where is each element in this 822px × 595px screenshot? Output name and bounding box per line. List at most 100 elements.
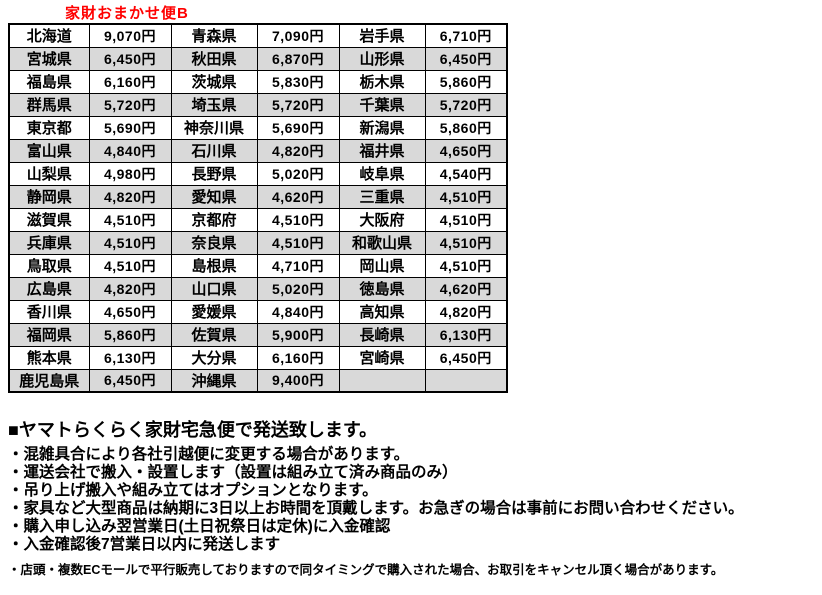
prefecture-cell: 島根県 [170, 253, 258, 278]
prefecture-cell [338, 368, 426, 393]
price-cell: 5,720円 [256, 92, 340, 117]
price-cell: 4,840円 [256, 299, 340, 324]
price-cell: 4,620円 [424, 276, 508, 301]
table-row: 北海道 9,070円 青森県 7,090円 岩手県 6,710円 [8, 23, 508, 48]
table-row: 福岡県 5,860円 佐賀県 5,900円 長崎県 6,130円 [8, 322, 508, 347]
price-cell: 4,510円 [424, 184, 508, 209]
prefecture-cell: 北海道 [8, 23, 90, 48]
prefecture-cell: 滋賀県 [8, 207, 90, 232]
prefecture-cell: 兵庫県 [8, 230, 90, 255]
price-cell: 4,980円 [88, 161, 172, 186]
prefecture-cell: 富山県 [8, 138, 90, 163]
prefecture-cell: 香川県 [8, 299, 90, 324]
price-cell: 4,820円 [256, 138, 340, 163]
prefecture-cell: 栃木県 [338, 69, 426, 94]
price-cell: 6,130円 [424, 322, 508, 347]
price-cell: 7,090円 [256, 23, 340, 48]
price-cell: 6,870円 [256, 46, 340, 71]
prefecture-cell: 大阪府 [338, 207, 426, 232]
shipping-method-heading: ■ヤマトらくらく家財宅急便で発送致します。 [8, 420, 378, 440]
prefecture-cell: 岡山県 [338, 253, 426, 278]
price-cell: 6,450円 [424, 46, 508, 71]
prefecture-cell: 愛媛県 [170, 299, 258, 324]
prefecture-cell: 和歌山県 [338, 230, 426, 255]
prefecture-cell: 福岡県 [8, 322, 90, 347]
price-cell: 4,510円 [88, 230, 172, 255]
prefecture-cell: 茨城県 [170, 69, 258, 94]
price-cell: 5,720円 [88, 92, 172, 117]
prefecture-cell: 山形県 [338, 46, 426, 71]
prefecture-cell: 埼玉県 [170, 92, 258, 117]
table-row: 山梨県 4,980円 長野県 5,020円 岐阜県 4,540円 [8, 161, 508, 186]
shipping-fee-table: 北海道 9,070円 青森県 7,090円 岩手県 6,710円 宮城県 6,450円 秋田県 6… [8, 23, 508, 393]
price-cell: 5,020円 [256, 161, 340, 186]
table-row: 静岡県 4,820円 愛知県 4,620円 三重県 4,510円 [8, 184, 508, 209]
prefecture-cell: 千葉県 [338, 92, 426, 117]
shipping-notes-list: ・混雑具合により各社引越便に変更する場合があります。 ・運送会社で搬入・設置します… [8, 446, 744, 554]
table-row: 鹿児島県 6,450円 沖縄県 9,400円 [8, 368, 508, 393]
table-row: 兵庫県 4,510円 奈良県 4,510円 和歌山県 4,510円 [8, 230, 508, 255]
prefecture-cell: 佐賀県 [170, 322, 258, 347]
table-row: 滋賀県 4,510円 京都府 4,510円 大阪府 4,510円 [8, 207, 508, 232]
prefecture-cell: 青森県 [170, 23, 258, 48]
price-cell: 6,160円 [88, 69, 172, 94]
prefecture-cell: 宮城県 [8, 46, 90, 71]
prefecture-cell: 神奈川県 [170, 115, 258, 140]
shipping-note-item: ・吊り上げ搬入や組み立てはオプションとなります。 [8, 482, 378, 499]
table-row: 東京都 5,690円 神奈川県 5,690円 新潟県 5,860円 [8, 115, 508, 140]
price-cell: 4,510円 [424, 230, 508, 255]
prefecture-cell: 石川県 [170, 138, 258, 163]
price-cell: 9,070円 [88, 23, 172, 48]
price-cell: 4,840円 [88, 138, 172, 163]
prefecture-cell: 山梨県 [8, 161, 90, 186]
prefecture-cell: 福島県 [8, 69, 90, 94]
price-cell: 6,160円 [256, 345, 340, 370]
table-row: 群馬県 5,720円 埼玉県 5,720円 千葉県 5,720円 [8, 92, 508, 117]
prefecture-cell: 福井県 [338, 138, 426, 163]
prefecture-cell: 徳島県 [338, 276, 426, 301]
cancellation-footnote: ・店頭・複数ECモールで平行販売しておりますので同タイミングで購入された場合、お… [8, 563, 724, 577]
prefecture-cell: 長野県 [170, 161, 258, 186]
prefecture-cell: 鹿児島県 [8, 368, 90, 393]
prefecture-cell: 大分県 [170, 345, 258, 370]
price-cell: 5,860円 [424, 69, 508, 94]
prefecture-cell: 東京都 [8, 115, 90, 140]
prefecture-cell: 岩手県 [338, 23, 426, 48]
price-cell: 5,860円 [88, 322, 172, 347]
price-cell: 4,820円 [88, 184, 172, 209]
prefecture-cell: 高知県 [338, 299, 426, 324]
table-title: 家財おまかせ便B [65, 5, 189, 22]
shipping-note-item: ・家具など大型商品は納期に3日以上お時間を頂戴します。お急ぎの場合は事前にお問い… [8, 500, 744, 517]
price-cell: 6,450円 [88, 46, 172, 71]
price-cell: 6,450円 [88, 368, 172, 393]
price-cell: 6,710円 [424, 23, 508, 48]
prefecture-cell: 静岡県 [8, 184, 90, 209]
shipping-note-item: ・運送会社で搬入・設置します（設置は組み立て済み商品のみ） [8, 464, 458, 481]
price-cell: 5,020円 [256, 276, 340, 301]
price-cell: 4,710円 [256, 253, 340, 278]
price-cell: 4,620円 [256, 184, 340, 209]
price-cell: 4,820円 [424, 299, 508, 324]
price-cell: 4,510円 [256, 230, 340, 255]
prefecture-cell: 宮崎県 [338, 345, 426, 370]
price-cell: 5,830円 [256, 69, 340, 94]
prefecture-cell: 群馬県 [8, 92, 90, 117]
price-cell: 4,510円 [424, 207, 508, 232]
prefecture-cell: 新潟県 [338, 115, 426, 140]
prefecture-cell: 熊本県 [8, 345, 90, 370]
price-cell: 4,510円 [88, 253, 172, 278]
price-cell: 9,400円 [256, 368, 340, 393]
table-row: 鳥取県 4,510円 島根県 4,710円 岡山県 4,510円 [8, 253, 508, 278]
price-cell: 4,510円 [424, 253, 508, 278]
prefecture-cell: 京都府 [170, 207, 258, 232]
prefecture-cell: 秋田県 [170, 46, 258, 71]
table-row: 宮城県 6,450円 秋田県 6,870円 山形県 6,450円 [8, 46, 508, 71]
price-cell: 5,720円 [424, 92, 508, 117]
price-cell: 5,690円 [256, 115, 340, 140]
prefecture-cell: 奈良県 [170, 230, 258, 255]
prefecture-cell: 沖縄県 [170, 368, 258, 393]
prefecture-cell: 鳥取県 [8, 253, 90, 278]
prefecture-cell: 愛知県 [170, 184, 258, 209]
prefecture-cell: 三重県 [338, 184, 426, 209]
